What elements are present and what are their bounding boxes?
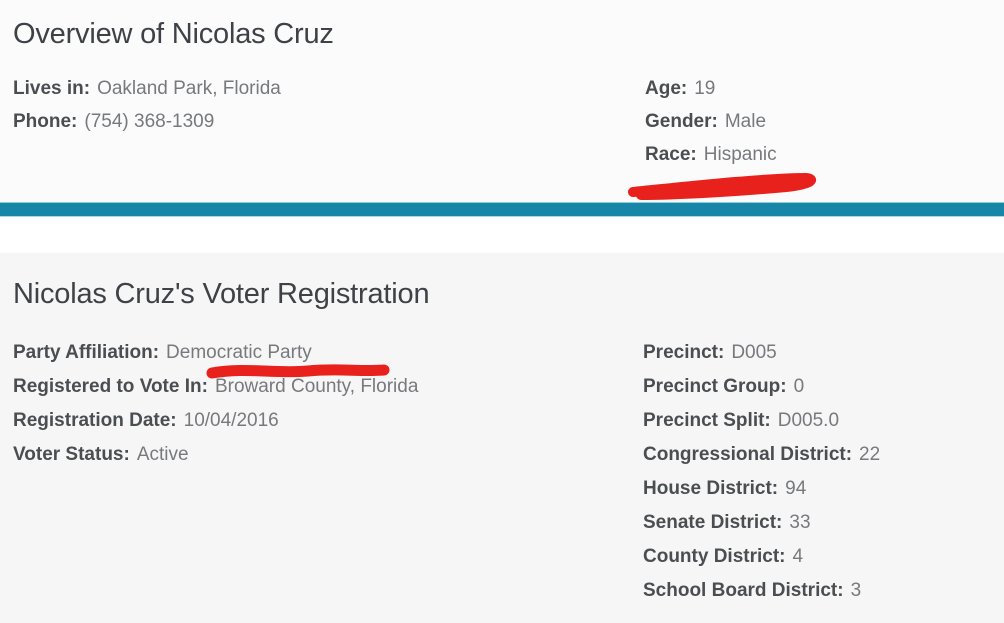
overview-section: Overview of Nicolas Cruz Lives in: Oaklan… — [0, 0, 1004, 202]
party-affiliation-label: Party Affiliation: — [13, 342, 160, 363]
voter-status-value: Active — [136, 444, 189, 465]
house-district-value: 94 — [785, 478, 807, 499]
voter-registration-section: Nicolas Cruz's Voter Registration Party … — [0, 253, 1004, 623]
school-board-district-label: School Board District: — [643, 580, 844, 601]
precinct-row: Precinct: D005 — [643, 336, 880, 370]
party-affiliation-value: Democratic Party — [166, 342, 312, 363]
phone-value: (754) 368-1309 — [84, 111, 215, 132]
school-board-district-value: 3 — [850, 580, 862, 601]
registration-date-row: Registration Date: 10/04/2016 — [13, 404, 418, 438]
house-district-label: House District: — [643, 478, 779, 499]
precinct-split-label: Precinct Split: — [643, 410, 771, 431]
precinct-split-value: D005.0 — [777, 410, 840, 431]
race-row: Race: Hispanic — [645, 138, 777, 171]
lives-in-value: Oakland Park, Florida — [97, 78, 281, 99]
precinct-group-value: 0 — [793, 376, 805, 397]
county-district-value: 4 — [792, 546, 804, 567]
school-board-district-row: School Board District: 3 — [643, 574, 880, 608]
registered-in-label: Registered to Vote In: — [13, 376, 208, 397]
party-affiliation-row: Party Affiliation: Democratic Party — [13, 336, 418, 370]
precinct-split-row: Precinct Split: D005.0 — [643, 404, 880, 438]
senate-district-value: 33 — [789, 512, 811, 533]
race-label: Race: — [645, 144, 697, 165]
age-value: 19 — [694, 78, 716, 99]
registration-date-value: 10/04/2016 — [183, 410, 279, 431]
race-value: Hispanic — [703, 144, 777, 165]
voter-status-label: Voter Status: — [13, 444, 130, 465]
section-divider-bar — [0, 202, 1004, 217]
voter-status-row: Voter Status: Active — [13, 438, 418, 472]
registration-left-column: Party Affiliation: Democratic Party Regis… — [13, 336, 418, 472]
voter-registration-title: Nicolas Cruz's Voter Registration — [13, 278, 430, 310]
gender-label: Gender: — [645, 111, 718, 132]
lives-in-label: Lives in: — [13, 78, 91, 99]
county-district-row: County District: 4 — [643, 540, 880, 574]
precinct-group-row: Precinct Group: 0 — [643, 370, 880, 404]
county-district-label: County District: — [643, 546, 786, 567]
registration-right-column: Precinct: D005 Precinct Group: 0 Precinct … — [643, 336, 880, 608]
congressional-district-row: Congressional District: 22 — [643, 438, 880, 472]
overview-left-column: Lives in: Oakland Park, Florida Phone: (75… — [13, 72, 281, 138]
age-row: Age: 19 — [645, 72, 777, 105]
phone-row: Phone: (754) 368-1309 — [13, 105, 281, 138]
gender-value: Male — [724, 111, 767, 132]
congressional-district-label: Congressional District: — [643, 444, 853, 465]
overview-right-column: Age: 19 Gender: Male Race: Hispanic — [645, 72, 777, 171]
precinct-group-label: Precinct Group: — [643, 376, 787, 397]
registration-date-label: Registration Date: — [13, 410, 177, 431]
senate-district-row: Senate District: 33 — [643, 506, 880, 540]
congressional-district-value: 22 — [859, 444, 881, 465]
precinct-value: D005 — [731, 342, 777, 363]
precinct-label: Precinct: — [643, 342, 725, 363]
age-label: Age: — [645, 78, 688, 99]
house-district-row: House District: 94 — [643, 472, 880, 506]
gender-row: Gender: Male — [645, 105, 777, 138]
lives-in-row: Lives in: Oakland Park, Florida — [13, 72, 281, 105]
phone-label: Phone: — [13, 111, 78, 132]
registered-in-row: Registered to Vote In: Broward County, Fl… — [13, 370, 418, 404]
senate-district-label: Senate District: — [643, 512, 783, 533]
overview-title: Overview of Nicolas Cruz — [13, 18, 334, 50]
registered-in-value: Broward County, Florida — [214, 376, 419, 397]
